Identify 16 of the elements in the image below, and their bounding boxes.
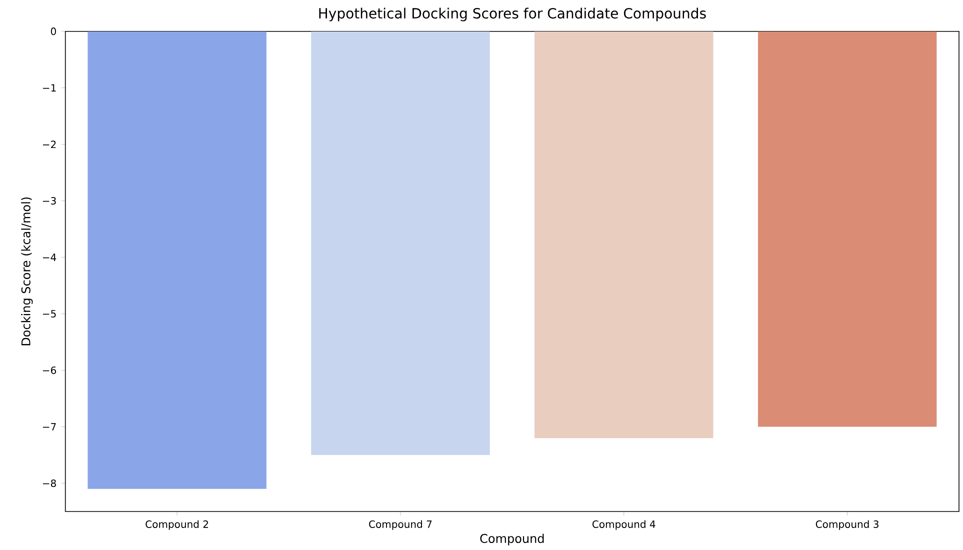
y-tick-label: −5 <box>42 310 56 318</box>
y-tick-label: −1 <box>42 84 56 92</box>
y-tick-label: −4 <box>42 254 56 262</box>
y-tick-label: −3 <box>42 197 56 205</box>
x-axis-title: Compound <box>480 534 544 546</box>
y-tick-label: −8 <box>42 480 56 488</box>
x-tick-label: Compound 4 <box>592 520 656 530</box>
x-tick-label: Compound 3 <box>816 520 878 530</box>
y-tick-label: −7 <box>42 423 56 431</box>
y-axis-title: Docking Score (kcal/mol) <box>21 198 33 346</box>
x-tick-label: Compound 2 <box>146 520 208 530</box>
chart-title: Hypothetical Docking Scores for Candidate Compounds <box>319 8 706 22</box>
x-tick-label: Compound 7 <box>369 520 432 530</box>
y-tick-label: −6 <box>42 366 56 374</box>
y-tick-label: −2 <box>42 140 56 148</box>
y-tick-label: 0 <box>50 28 56 36</box>
